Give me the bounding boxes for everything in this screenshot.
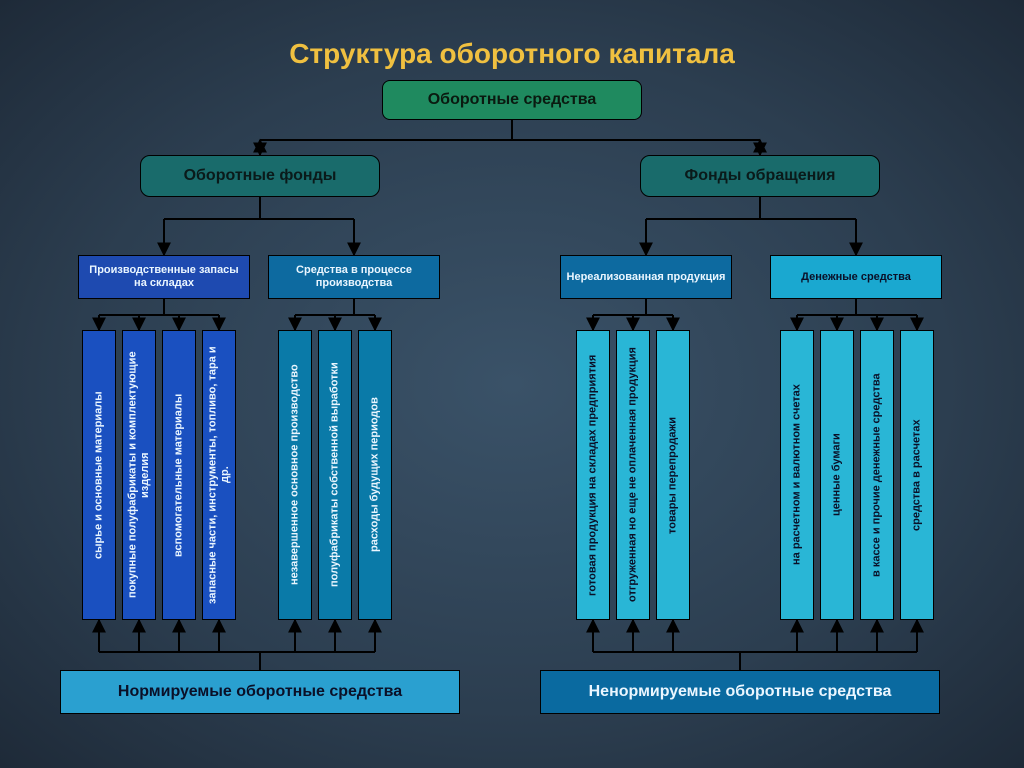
leaf-d-2: в кассе и прочие денежные средства: [860, 330, 894, 620]
leaf-b-1: полуфабрикаты собственной выработки: [318, 330, 352, 620]
leaf-d-1: ценные бумаги: [820, 330, 854, 620]
leaf-a-1: покупные полуфабрикаты и комплектующие и…: [122, 330, 156, 620]
node-l2-left: Оборотные фонды: [140, 155, 380, 197]
leaf-a-3: запасные части, инструменты, топливо, та…: [202, 330, 236, 620]
node-l3-c: Нереализованная продукция: [560, 255, 732, 299]
node-bottom-right: Ненормируемые оборотные средства: [540, 670, 940, 714]
node-root: Оборотные средства: [382, 80, 642, 120]
node-l2-right: Фонды обращения: [640, 155, 880, 197]
leaf-d-0: на расчетном и валютном счетах: [780, 330, 814, 620]
node-l3-b: Средства в процессе производства: [268, 255, 440, 299]
leaf-d-3: средства в расчетах: [900, 330, 934, 620]
leaf-b-0: незавершенное основное производство: [278, 330, 312, 620]
diagram-title: Структура оборотного капитала: [0, 38, 1024, 70]
node-l3-a: Производственные запасы на складах: [78, 255, 250, 299]
leaf-c-2: товары перепродажи: [656, 330, 690, 620]
node-l3-d: Денежные средства: [770, 255, 942, 299]
node-bottom-left: Нормируемые оборотные средства: [60, 670, 460, 714]
leaf-b-2: расходы будущих периодов: [358, 330, 392, 620]
leaf-c-0: готовая продукция на складах предприятия: [576, 330, 610, 620]
leaf-c-1: отгруженная но еще не оплаченная продукц…: [616, 330, 650, 620]
leaf-a-2: вспомогательные материалы: [162, 330, 196, 620]
leaf-a-0: сырье и основные материалы: [82, 330, 116, 620]
